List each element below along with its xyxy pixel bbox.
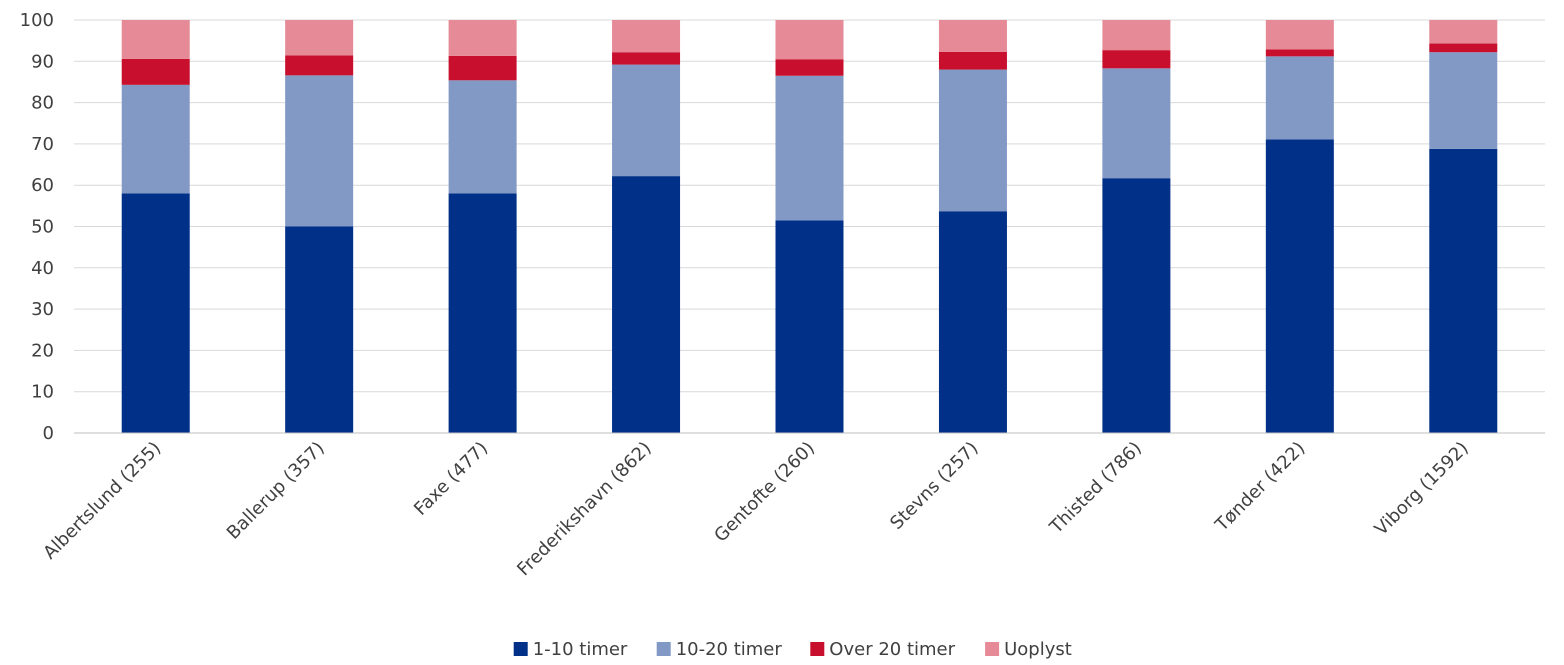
y-tick-label: 10	[31, 382, 54, 403]
bar-segment-uoplyst	[1429, 20, 1498, 44]
y-tick-label: 0	[43, 423, 54, 444]
bar-segment-10-20-timer	[1102, 68, 1171, 179]
y-tick-label: 90	[31, 51, 54, 72]
bar-segment-over-20-timer	[612, 52, 681, 65]
bar-segment-1-10-timer	[121, 193, 190, 433]
bar-segment-over-20-timer	[285, 55, 354, 76]
bar-segment-10-20-timer	[121, 84, 190, 194]
legend-label: Over 20 timer	[829, 639, 955, 660]
legend-item: Uoplyst	[985, 639, 1072, 660]
bar-stack	[285, 20, 354, 433]
x-tick-label: Gentofte (260)	[710, 438, 819, 547]
bar-segment-10-20-timer	[775, 75, 844, 221]
legend-item: Over 20 timer	[810, 639, 956, 660]
bar-stack	[448, 20, 517, 433]
x-tick-label: Tønder (422)	[1211, 438, 1310, 537]
bar-segment-uoplyst	[775, 20, 844, 60]
bar-segment-over-20-timer	[938, 51, 1007, 70]
legend-swatch	[810, 642, 825, 656]
y-tick-label: 100	[20, 10, 54, 31]
legend-swatch	[985, 642, 1000, 656]
y-tick-label: 50	[31, 217, 54, 238]
y-tick-label: 20	[31, 340, 54, 361]
y-axis-ticks: 0 10 20 30 40 50 60 70 80 90 100	[20, 10, 54, 444]
bar-segment-over-20-timer	[1429, 43, 1498, 53]
bar-segment-1-10-timer	[775, 220, 844, 433]
bar-stack	[121, 20, 190, 433]
bar-segment-over-20-timer	[1265, 49, 1334, 57]
x-tick-label: Viborg (1592)	[1371, 438, 1473, 540]
x-tick-label: Albertslund (255)	[39, 438, 165, 564]
bar-segment-over-20-timer	[1102, 50, 1171, 69]
bar-segment-over-20-timer	[121, 58, 190, 85]
x-tick-label: Faxe (477)	[410, 438, 492, 520]
bar-segment-1-10-timer	[1102, 178, 1171, 433]
bar-segment-10-20-timer	[938, 69, 1007, 212]
bar-segment-uoplyst	[448, 20, 517, 56]
bar-segment-10-20-timer	[448, 80, 517, 194]
bar-segment-uoplyst	[612, 20, 681, 53]
y-tick-label: 60	[31, 175, 54, 196]
bar-stack	[775, 20, 844, 433]
bar-segment-uoplyst	[121, 20, 190, 59]
bar-segment-10-20-timer	[1429, 52, 1498, 149]
x-tick-label: Stevns (257)	[886, 438, 982, 534]
bar-segment-1-10-timer	[612, 176, 681, 433]
legend-swatch	[513, 642, 528, 656]
y-tick-label: 40	[31, 258, 54, 279]
x-tick-label: Ballerup (357)	[223, 438, 329, 544]
bar-segment-over-20-timer	[448, 55, 517, 81]
bar-stack	[612, 20, 681, 433]
y-tick-label: 70	[31, 134, 54, 155]
bar-segment-1-10-timer	[938, 211, 1007, 433]
y-tick-label: 30	[31, 299, 54, 320]
legend: 1-10 timer 10-20 timer Over 20 timer Uoplys…	[513, 639, 1072, 660]
legend-swatch	[656, 642, 671, 656]
bar-segment-uoplyst	[938, 20, 1007, 52]
bar-stack	[1265, 20, 1334, 433]
legend-label: 10-20 timer	[676, 639, 783, 660]
bar-segment-1-10-timer	[285, 226, 354, 433]
bar-segment-1-10-timer	[1265, 139, 1334, 433]
bar-segment-uoplyst	[1102, 20, 1171, 51]
y-tick-label: 80	[31, 93, 54, 114]
legend-item: 1-10 timer	[513, 639, 628, 660]
bar-stack	[938, 20, 1007, 433]
x-tick-label: Thisted (786)	[1045, 438, 1146, 539]
bar-segment-10-20-timer	[1265, 56, 1334, 140]
bar-segment-1-10-timer	[448, 193, 517, 433]
bar-segment-uoplyst	[285, 20, 354, 56]
bar-segment-over-20-timer	[775, 59, 844, 76]
bar-segment-10-20-timer	[612, 64, 681, 177]
bars	[121, 20, 1498, 433]
legend-label: 1-10 timer	[533, 639, 628, 660]
x-tick-label: Frederikshavn (862)	[513, 438, 655, 580]
bar-stack	[1102, 20, 1171, 433]
bar-segment-uoplyst	[1265, 20, 1334, 50]
legend-label: Uoplyst	[1004, 639, 1072, 660]
bar-segment-10-20-timer	[285, 75, 354, 227]
bar-segment-1-10-timer	[1429, 148, 1498, 433]
legend-item: 10-20 timer	[656, 639, 783, 660]
bar-stack	[1429, 20, 1498, 433]
x-axis-labels: Albertslund (255) Ballerup (357) Faxe (477…	[39, 438, 1472, 580]
